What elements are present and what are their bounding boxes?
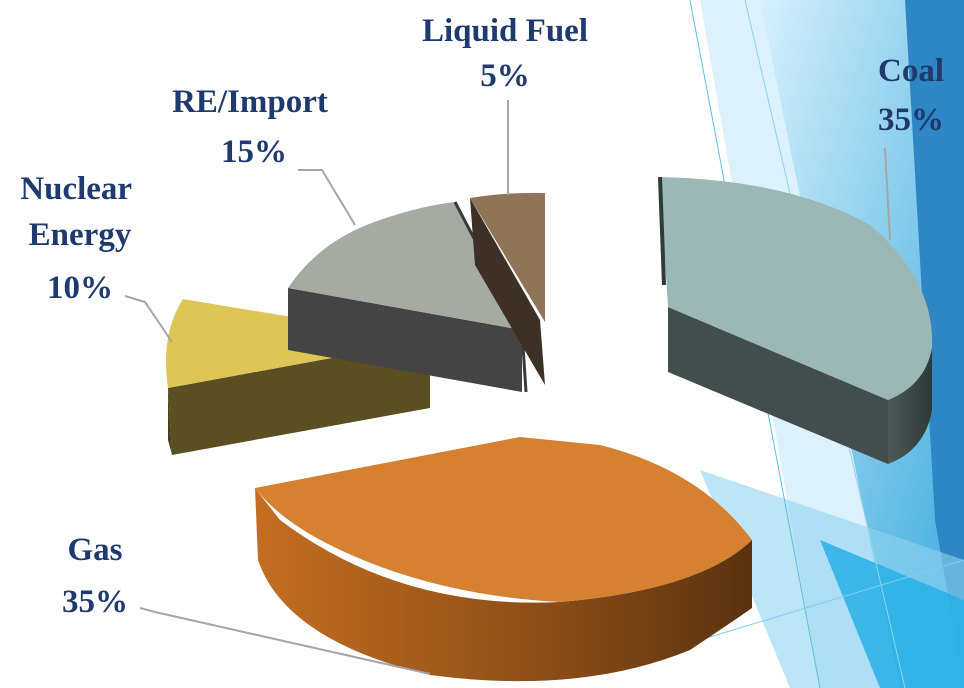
pie-slice-gas-top xyxy=(255,437,752,602)
pie-slice-liquid-fuel xyxy=(470,192,545,385)
leader-line-gas xyxy=(139,607,431,675)
label-gas-name: Gas xyxy=(67,532,122,568)
leader-line-coal xyxy=(884,147,891,241)
leader-line-re-import xyxy=(298,169,356,226)
pie-slice-coal xyxy=(658,176,933,464)
pie-slice-gas-side xyxy=(255,488,752,682)
label-re-import-name: RE/Import xyxy=(172,84,328,120)
pie-slice-coal-rim xyxy=(888,348,932,464)
pie-slice-liquid-fuel-side xyxy=(470,198,545,385)
background-decoration xyxy=(689,0,964,688)
pie-slice-re-import-side xyxy=(288,288,522,392)
pie-slice-coal-side xyxy=(668,307,888,464)
label-nuclear-name-line-2: Energy xyxy=(29,217,132,253)
label-nuclear-name-line-1: Nuclear xyxy=(20,171,131,207)
label-nuclear-name: Nuclear Energy xyxy=(20,171,139,253)
pie-slice-nuclear-side xyxy=(168,340,430,455)
label-nuclear-value: 10% xyxy=(47,270,113,306)
label-coal-value: 35% xyxy=(878,102,944,138)
label-liquid-fuel-name: Liquid Fuel xyxy=(422,13,588,49)
label-coal-name: Coal xyxy=(878,53,944,89)
label-liquid-fuel-value: 5% xyxy=(480,58,530,94)
label-gas-value: 35% xyxy=(62,584,128,620)
pie-slice-re-import-top xyxy=(288,202,522,330)
label-re-import-value: 15% xyxy=(221,134,287,170)
pie-slice-coal-edge xyxy=(658,176,666,286)
pie-slice-liquid-fuel-top xyxy=(470,192,545,322)
leader-line-nuclear xyxy=(124,295,173,343)
pie-slice-gas xyxy=(255,437,752,682)
pie-slice-coal-top xyxy=(660,177,933,400)
pie-slice-nuclear-rim xyxy=(168,388,172,455)
